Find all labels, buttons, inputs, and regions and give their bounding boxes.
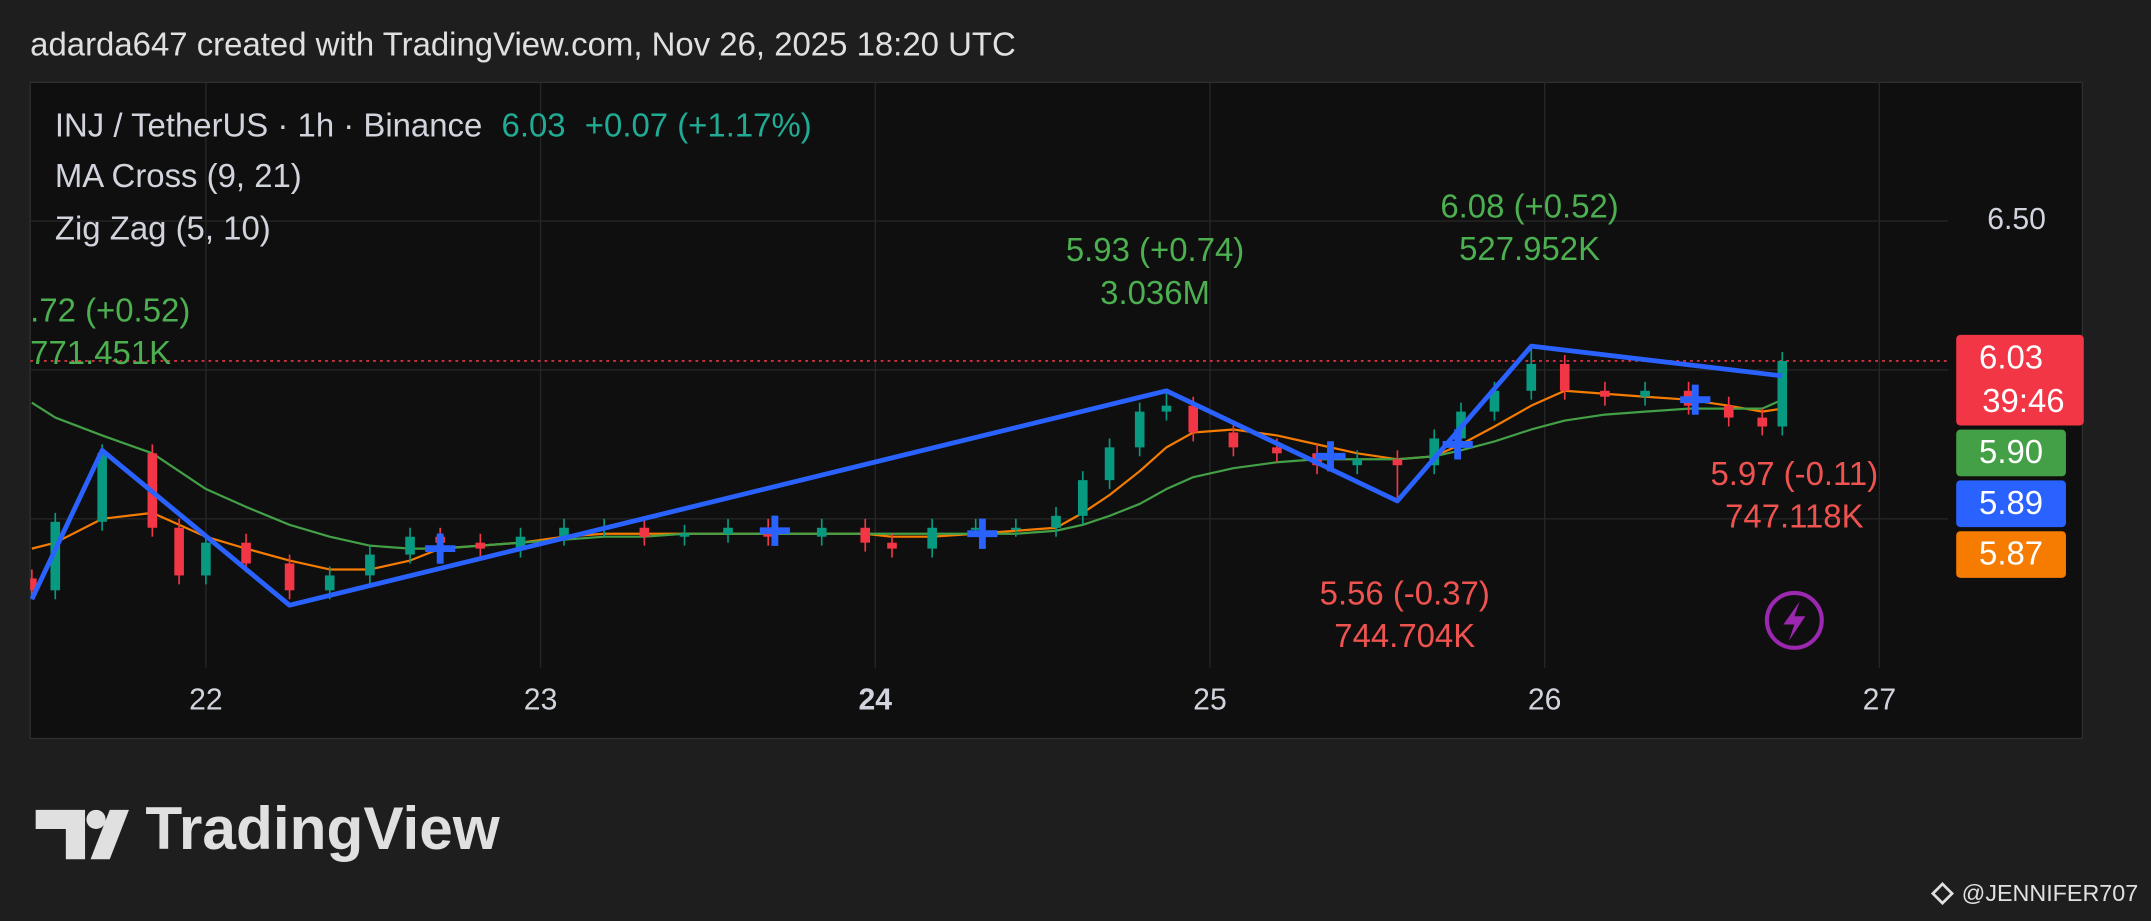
candle-body — [1640, 390, 1650, 397]
candle-body — [201, 542, 211, 576]
last-price: 6.03 — [502, 106, 566, 143]
brand-name: TradingView — [145, 794, 500, 862]
candle-body — [1051, 515, 1061, 528]
ma-cross-marker — [1442, 429, 1473, 460]
pivot-label: 527.952K — [1459, 230, 1600, 267]
candle-body — [174, 527, 184, 576]
candle-body — [887, 542, 897, 549]
x-tick-label: 26 — [1528, 683, 1562, 716]
candle-body — [860, 527, 871, 543]
candle-body — [1392, 459, 1403, 466]
ma-cross-marker — [425, 533, 456, 564]
candle-body — [970, 527, 981, 530]
candle-body — [1134, 411, 1145, 448]
candle-body — [559, 527, 569, 537]
price-badge — [1956, 531, 2066, 578]
candle-body — [639, 527, 650, 537]
candle-body — [475, 542, 486, 549]
candle-body — [1011, 527, 1021, 530]
candle-body — [1559, 363, 1570, 391]
brand-logo — [35, 809, 129, 860]
ma-cross-marker — [967, 518, 998, 549]
candle-body — [97, 453, 107, 522]
pivot-label: 744.704K — [1334, 617, 1475, 654]
candle-body — [241, 542, 251, 564]
alert-icon — [1764, 590, 1824, 650]
watermark: @JENNIFER707 — [1962, 880, 2138, 906]
price-badge-label: 5.90 — [1979, 433, 2043, 470]
header: adarda647 created with TradingView.com, … — [30, 25, 1016, 62]
candle-body — [1429, 438, 1440, 466]
x-tick-label: 24 — [859, 683, 893, 716]
pivot-label: 747.118K — [1725, 498, 1864, 535]
ma-line — [31, 398, 1783, 550]
candle-body — [50, 521, 61, 591]
candle-body — [1600, 390, 1610, 397]
candle-body — [927, 527, 937, 549]
candle-body — [679, 533, 690, 537]
candle-body — [1777, 360, 1788, 427]
candle-body — [405, 536, 415, 555]
overlay: 22 23 24 25 26 27 6.50 .72 (+0.52) 771.451K 5.93 … — [30, 187, 2084, 716]
indicator-label: Zig Zag (5, 10) — [55, 209, 271, 246]
candle-body — [284, 563, 295, 591]
candle-body — [1352, 459, 1363, 466]
symbol: INJ / TetherUS · 1h · Binance — [55, 106, 482, 143]
candle-body — [1228, 432, 1239, 448]
pivot-label: .72 (+0.52) — [30, 292, 190, 329]
x-tick-label: 23 — [524, 683, 558, 716]
x-tick-label: 27 — [1863, 683, 1897, 716]
candle-body — [515, 536, 526, 549]
price-badge-label: 6.03 — [1979, 338, 2043, 375]
ma-cross-marker — [759, 515, 790, 546]
price-badge-label: 5.89 — [1979, 484, 2043, 521]
countdown-label: 39:46 — [1982, 382, 2064, 419]
watermark-icon — [1930, 881, 1955, 906]
ma-cross-marker — [1680, 384, 1711, 415]
candle-body — [1489, 390, 1500, 412]
candle-body — [723, 527, 733, 534]
price-badge — [1956, 429, 2066, 477]
zigzag-line — [30, 343, 1783, 608]
pivot-label: 771.451K — [30, 334, 171, 371]
price-badge — [1956, 480, 2066, 528]
pivot-label: 5.97 (-0.11) — [1710, 455, 1878, 492]
price-badge — [1956, 334, 2084, 426]
candle-body — [1757, 417, 1768, 427]
candle-body — [365, 554, 375, 576]
candle-body — [1077, 480, 1088, 516]
price-badge-label: 5.87 — [1979, 535, 2043, 572]
chart-area — [29, 81, 2084, 740]
plot — [30, 343, 1948, 608]
candle-body — [1526, 363, 1537, 391]
candle-body — [1723, 405, 1734, 418]
pivot-label: 3.036M — [1100, 274, 1210, 311]
pivot-label: 6.08 (+0.52) — [1440, 187, 1618, 224]
candle-body — [1161, 405, 1172, 412]
y-tick-label: 6.50 — [1987, 203, 2046, 236]
x-tick-label: 25 — [1193, 683, 1227, 716]
candle-body — [1104, 447, 1115, 481]
candle-body — [324, 575, 335, 591]
price-change: +0.07 (+1.17%) — [585, 106, 812, 143]
candle-body — [1188, 405, 1199, 433]
ma-cross-marker — [1315, 441, 1346, 472]
pivot-label: 5.56 (-0.37) — [1320, 574, 1490, 611]
indicator-label: MA Cross (9, 21) — [55, 157, 302, 194]
ma-line — [31, 389, 1783, 571]
candle-body — [1272, 447, 1282, 454]
candle-body — [30, 578, 37, 591]
x-tick-label: 22 — [189, 683, 223, 716]
candle-body — [816, 527, 827, 537]
pivot-label: 5.93 (+0.74) — [1066, 231, 1244, 268]
